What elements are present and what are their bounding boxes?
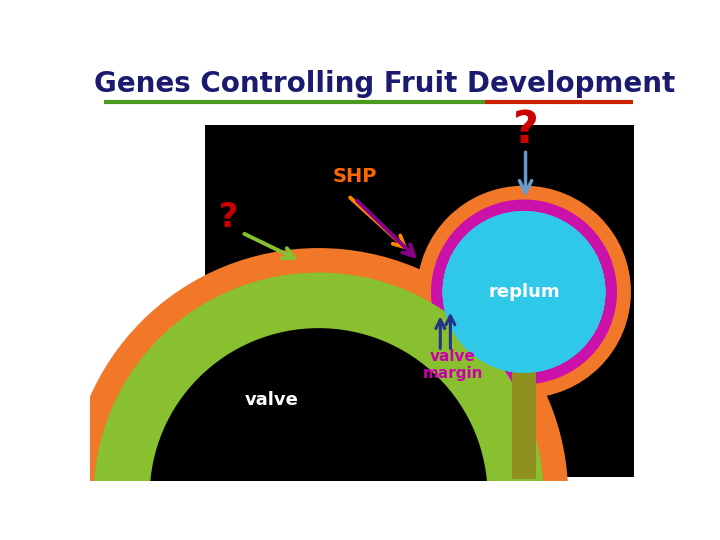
Circle shape — [431, 200, 617, 384]
Text: Genes Controlling Fruit Development: Genes Controlling Fruit Development — [94, 70, 675, 98]
Circle shape — [443, 211, 606, 373]
Text: SHP: SHP — [333, 167, 377, 186]
Circle shape — [150, 328, 487, 540]
Bar — [204, 125, 634, 477]
Bar — [512, 372, 536, 479]
Circle shape — [443, 211, 606, 373]
Text: ?: ? — [513, 109, 539, 152]
Circle shape — [69, 248, 568, 540]
Text: replum: replum — [488, 283, 560, 301]
Circle shape — [443, 211, 606, 373]
Text: valve
margin: valve margin — [423, 349, 483, 381]
Circle shape — [94, 273, 544, 540]
Text: valve: valve — [246, 391, 299, 409]
Circle shape — [94, 273, 544, 540]
Text: ?: ? — [218, 201, 238, 234]
Bar — [204, 125, 634, 477]
Circle shape — [417, 186, 631, 398]
Circle shape — [150, 328, 487, 540]
Circle shape — [443, 211, 606, 373]
Bar — [512, 372, 536, 479]
